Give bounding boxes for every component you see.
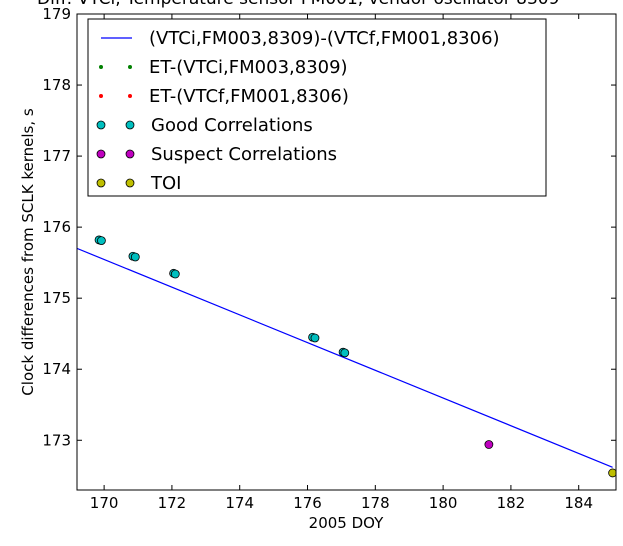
x-tick-label: 176 [293, 494, 322, 512]
legend-dot-swatch [128, 65, 132, 69]
legend-label: ET-(VTCi,FM003,8309) [149, 57, 348, 78]
legend-marker-swatch [96, 120, 106, 130]
legend-label: Good Correlations [151, 115, 313, 136]
data-point [170, 269, 180, 279]
legend-label: (VTCi,FM003,8309)-(VTCf,FM001,8306) [149, 28, 500, 49]
x-tick-label: 170 [90, 494, 119, 512]
data-point [608, 468, 616, 478]
legend-label: Suspect Correlations [151, 144, 337, 165]
x-tick-label: 174 [225, 494, 254, 512]
data-point [310, 333, 320, 343]
legend-marker-swatch [125, 120, 135, 130]
x-tick-label: 178 [361, 494, 390, 512]
legend-dot-swatch [128, 94, 132, 98]
data-point [97, 236, 106, 246]
data-point [130, 252, 140, 262]
y-tick-label: 176 [42, 218, 71, 236]
legend-dot-swatch [99, 94, 103, 98]
x-tick-label: 172 [158, 494, 187, 512]
x-tick-label: 180 [429, 494, 458, 512]
x-tick-label: 182 [497, 494, 526, 512]
y-axis-label: Clock differences from SCLK kernels, s [19, 108, 37, 396]
legend: (VTCi,FM003,8309)-(VTCf,FM001,8306) ET-(V… [87, 18, 547, 197]
axes-frame [76, 13, 617, 491]
x-axis-label: 2005 DOY [309, 514, 384, 532]
chart-title: Diff: VTCi, Temperature sensor FM001, ve… [37, 0, 559, 9]
legend-marker-swatch [125, 178, 135, 188]
x-axis: 170 172 174 176 178 180 182 184 [90, 14, 593, 512]
y-tick-label: 175 [42, 289, 71, 307]
legend-label: ET-(VTCf,FM001,8306) [149, 86, 349, 107]
y-tick-label: 174 [42, 360, 71, 378]
y-tick-label: 173 [42, 431, 71, 449]
data-layer [77, 235, 616, 478]
fit-line [77, 247, 613, 468]
y-axis: 173 174 175 176 177 178 179 [42, 5, 616, 449]
y-tick-label: 177 [42, 147, 71, 165]
legend-marker-swatch [96, 149, 106, 159]
y-tick-label: 178 [42, 76, 71, 94]
y-tick-label: 179 [42, 5, 71, 23]
legend-box [87, 18, 547, 197]
legend-marker-swatch [125, 149, 135, 159]
legend-dot-swatch [99, 65, 103, 69]
data-point [340, 348, 350, 358]
legend-marker-swatch [96, 178, 106, 188]
x-tick-label: 184 [564, 494, 593, 512]
data-point [484, 440, 494, 449]
legend-label: TOI [150, 173, 181, 194]
